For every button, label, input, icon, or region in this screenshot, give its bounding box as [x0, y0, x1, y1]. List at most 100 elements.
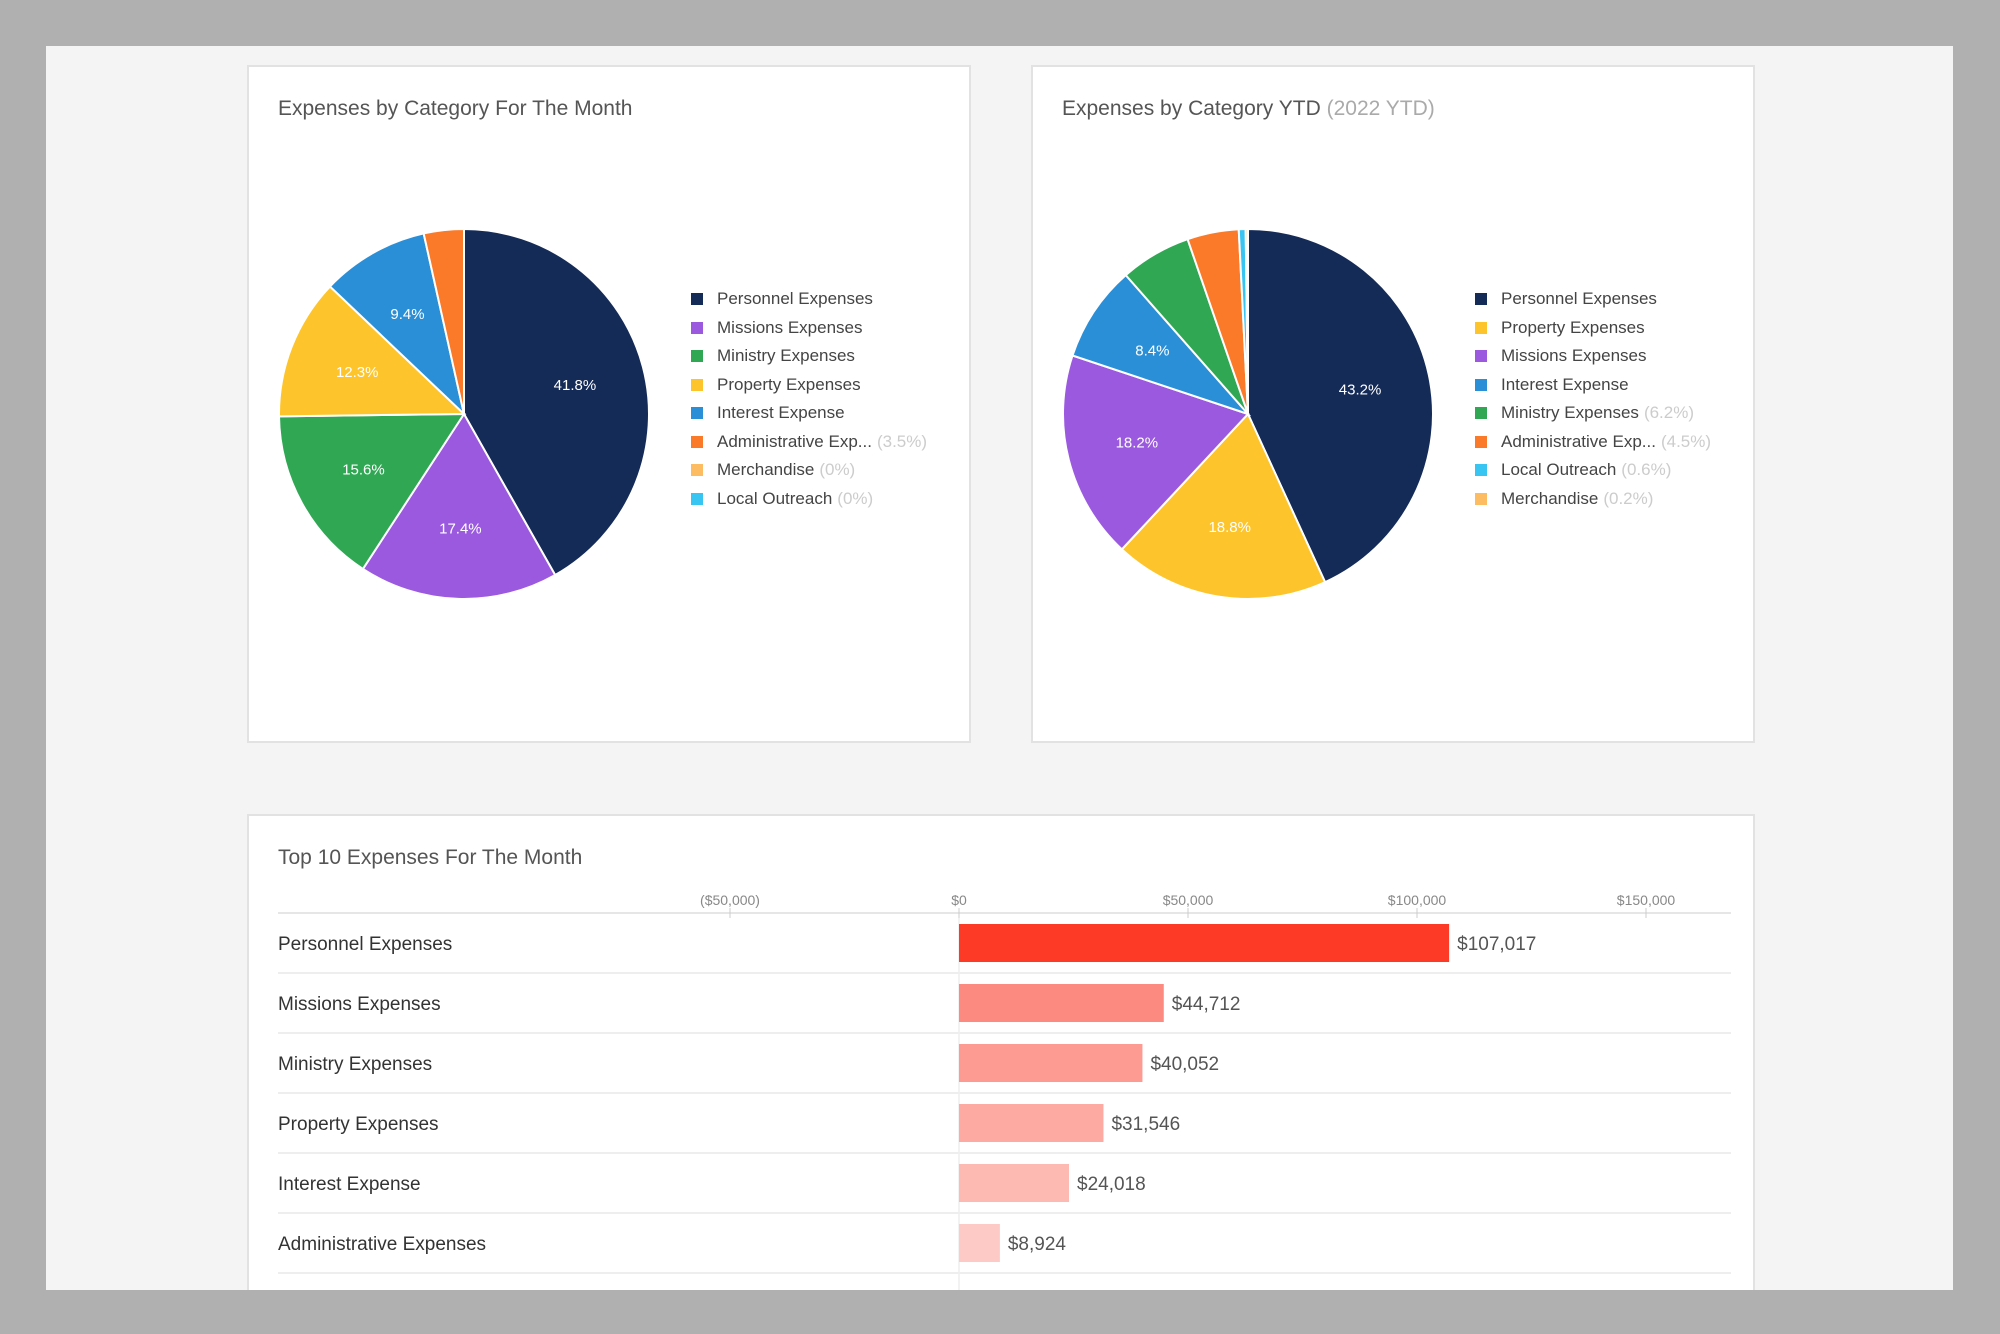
value-label: $24,018: [1077, 1174, 1146, 1195]
pie-slice: [422, 227, 465, 415]
legend-label: Property Expenses: [717, 374, 861, 394]
legend-swatch: [1475, 464, 1487, 477]
value-label: $8,924: [1008, 1234, 1067, 1255]
x-tick-label: $50,000: [1163, 892, 1214, 908]
category-label: Missions Expenses: [278, 994, 441, 1015]
legend-label: Interest Expense: [717, 403, 845, 423]
pie-slice: [328, 232, 466, 417]
legend-percent: (0%): [837, 488, 874, 508]
legend-label: Ministry Expenses: [717, 346, 855, 366]
x-tick-label: $0: [951, 892, 967, 908]
legend-swatch: [691, 464, 703, 477]
value-label: $40,052: [1150, 1054, 1219, 1075]
legend-item[interactable]: Missions Expenses: [1475, 342, 1711, 371]
legend-swatch: [691, 350, 703, 363]
legend-swatch: [1475, 435, 1487, 448]
legend-item[interactable]: Personnel Expenses: [1475, 285, 1711, 314]
legend-item[interactable]: Administrative Exp... (3.5%): [691, 428, 927, 457]
legend-swatch: [691, 407, 703, 420]
ytd-pie-chart: 43.2% 18.8% 18.2% 8.4%: [1062, 227, 1434, 600]
legend-label: Administrative Exp...: [1501, 431, 1656, 451]
bar: [959, 1044, 1143, 1082]
legend-swatch: [691, 321, 703, 334]
legend-label: Interest Expense: [1501, 374, 1629, 394]
pie-slice: [1247, 227, 1434, 584]
legend-label: Personnel Expenses: [717, 289, 873, 309]
monthly-category-card: Expenses by Category For The Month 41.8%…: [247, 65, 971, 743]
legend-percent: (6.2%): [1643, 403, 1695, 423]
ytd-legend: Personnel Expenses Property Expenses Missi…: [1475, 285, 1711, 513]
category-label: Administrative Expenses: [278, 1234, 486, 1255]
legend-label: Property Expenses: [1501, 317, 1645, 337]
pie-slice: [278, 412, 466, 571]
ytd-category-card: Expenses by Category YTD (2022 YTD) 43.2…: [1031, 65, 1755, 743]
legend-label: Personnel Expenses: [1501, 289, 1657, 309]
top-expenses-card: Top 10 Expenses For The Month ($50,000) $…: [247, 814, 1755, 1290]
legend-swatch: [691, 378, 703, 391]
legend-label: Local Outreach: [717, 488, 833, 508]
legend-item[interactable]: Personnel Expenses: [691, 285, 927, 314]
legend-swatch: [1475, 407, 1487, 420]
legend-item[interactable]: Merchandise (0.2%): [1475, 485, 1711, 514]
legend-percent: (4.5%): [1660, 431, 1712, 451]
slice-label: 9.4%: [390, 306, 424, 323]
card-title: Expenses by Category YTD (2022 YTD): [1062, 97, 1435, 120]
legend-item[interactable]: Interest Expense: [691, 399, 927, 428]
legend-item[interactable]: Administrative Exp... (4.5%): [1475, 428, 1711, 457]
pie-slice: [1071, 273, 1252, 417]
bar: [959, 1164, 1070, 1202]
slice-label: 18.8%: [1208, 519, 1251, 536]
legend-item[interactable]: Property Expenses: [691, 371, 927, 400]
legend-label: Administrative Exp...: [717, 431, 872, 451]
dashboard-page: Expenses by Category For The Month 41.8%…: [46, 46, 1953, 1290]
legend-percent: (0%): [819, 460, 856, 480]
legend-item[interactable]: Interest Expense: [1475, 371, 1711, 400]
legend-item[interactable]: Ministry Expenses (6.2%): [1475, 399, 1711, 428]
legend-swatch: [1475, 293, 1487, 306]
legend-swatch: [1475, 378, 1487, 391]
legend-swatch: [691, 435, 703, 448]
pie-slice: [361, 412, 557, 600]
slice-label: 12.3%: [336, 364, 379, 381]
legend-label: Merchandise: [1501, 488, 1599, 508]
category-label: Personnel Expenses: [278, 934, 452, 955]
bar: [959, 984, 1164, 1022]
legend-swatch: [1475, 350, 1487, 363]
legend-swatch: [1475, 492, 1487, 505]
legend-swatch: [1475, 321, 1487, 334]
legend-item[interactable]: Merchandise (0%): [691, 456, 927, 485]
legend-item[interactable]: Ministry Expenses: [691, 342, 927, 371]
bar: [959, 924, 1450, 962]
legend-swatch: [691, 293, 703, 306]
legend-percent: (3.5%): [876, 431, 928, 451]
slice-label: 18.2%: [1116, 434, 1159, 451]
pie-slice: [1244, 227, 1249, 415]
legend-item[interactable]: Property Expenses: [1475, 314, 1711, 343]
pie-slice: [278, 285, 467, 418]
pie-slice: [463, 227, 650, 577]
category-label: Property Expenses: [278, 1114, 439, 1135]
top-expenses-bar-chart: ($50,000) $0 $50,000 $100,000 $150,000 Person…: [278, 892, 1731, 1290]
monthly-pie-chart: 41.8% 17.4% 15.6% 12.3% 9.4%: [278, 227, 650, 600]
category-label: Interest Expense: [278, 1174, 421, 1195]
legend-item[interactable]: Local Outreach (0%): [691, 485, 927, 514]
pie-slice: [1120, 412, 1327, 600]
legend-percent: (0.2%): [1603, 488, 1654, 508]
legend-label: Ministry Expenses: [1501, 403, 1639, 423]
value-label: $31,546: [1111, 1114, 1180, 1135]
legend-item[interactable]: Local Outreach (0.6%): [1475, 456, 1711, 485]
category-label: Ministry Expenses: [278, 1054, 432, 1075]
x-tick-label: $100,000: [1388, 892, 1447, 908]
slice-label: 43.2%: [1339, 382, 1382, 399]
value-label: $107,017: [1457, 934, 1536, 955]
legend-swatch: [691, 492, 703, 505]
pie-slice: [1062, 354, 1250, 551]
card-title: Expenses by Category For The Month: [278, 97, 633, 120]
card-title: Top 10 Expenses For The Month: [278, 846, 583, 869]
legend-label: Local Outreach: [1501, 460, 1617, 480]
legend-item[interactable]: Missions Expenses: [691, 314, 927, 343]
value-label: $44,712: [1172, 994, 1241, 1015]
slice-label: 8.4%: [1135, 343, 1169, 360]
monthly-legend: Personnel Expenses Missions Expenses Minis…: [691, 285, 927, 513]
bar: [959, 1104, 1104, 1142]
